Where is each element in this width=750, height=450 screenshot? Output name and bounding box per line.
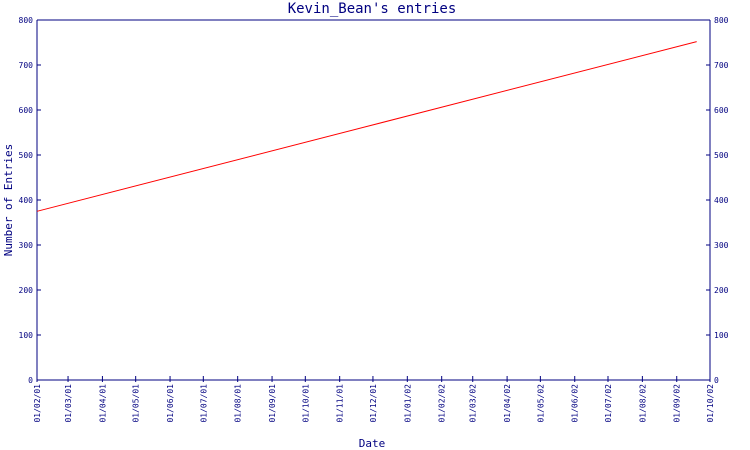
y-tick-label-left: 0 xyxy=(28,376,33,385)
x-tick-label: 01/02/02 xyxy=(438,384,447,423)
x-tick-label: 01/04/01 xyxy=(98,384,107,423)
x-tick-label: 01/06/02 xyxy=(571,384,580,423)
x-tick-label: 01/03/02 xyxy=(469,384,478,423)
y-tick-label-right: 200 xyxy=(714,286,729,295)
y-tick-label-left: 400 xyxy=(19,196,34,205)
y-tick-label-right: 500 xyxy=(714,151,729,160)
x-tick-label: 01/08/01 xyxy=(234,384,243,423)
x-axis-label: Date xyxy=(359,437,386,450)
x-tick-label: 01/05/02 xyxy=(536,384,545,423)
x-tick-label: 01/06/01 xyxy=(166,384,175,423)
y-ticks-right: 0 100 200 300 400 500 600 700 800 xyxy=(706,16,729,385)
y-tick-label-left: 500 xyxy=(19,151,34,160)
x-tick-label: 01/08/02 xyxy=(638,384,647,423)
x-tick-label: 01/05/01 xyxy=(132,384,141,423)
axes xyxy=(36,19,711,381)
y-tick-label-right: 800 xyxy=(714,16,729,25)
y-tick-label-left: 600 xyxy=(19,106,34,115)
y-tick-label-right: 300 xyxy=(714,241,729,250)
x-ticks: 01/02/01 01/03/01 01/04/01 01/05/01 01/06/01… xyxy=(33,376,715,423)
y-tick-label-left: 100 xyxy=(19,331,34,340)
y-axis-label: Number of Entries xyxy=(2,144,15,257)
y-tick-label-right: 100 xyxy=(714,331,729,340)
chart-title: Kevin_Bean's entries xyxy=(288,1,457,17)
x-tick-label: 01/10/02 xyxy=(706,384,715,423)
x-tick-label: 01/12/01 xyxy=(369,384,378,423)
y-tick-label-right: 0 xyxy=(714,376,719,385)
y-tick-label-right: 700 xyxy=(714,61,729,70)
x-tick-label: 01/07/01 xyxy=(199,384,208,423)
x-tick-label: 01/02/01 xyxy=(33,384,42,423)
y-tick-label-left: 300 xyxy=(19,241,34,250)
y-tick-label-right: 400 xyxy=(714,196,729,205)
x-tick-label: 01/10/01 xyxy=(301,384,310,423)
x-tick-label: 01/09/01 xyxy=(268,384,277,423)
series-line-0 xyxy=(36,41,697,212)
x-tick-label: 01/03/01 xyxy=(64,384,73,423)
y-tick-label-left: 700 xyxy=(19,61,34,70)
series-layer xyxy=(36,41,697,212)
x-tick-label: 01/07/02 xyxy=(604,384,613,423)
x-tick-label: 01/04/02 xyxy=(503,384,512,423)
x-tick-label: 01/01/02 xyxy=(403,384,412,423)
x-tick-label: 01/11/01 xyxy=(336,384,345,423)
y-ticks-left: 0 100 200 300 400 500 600 700 800 xyxy=(19,16,41,385)
y-tick-label-left: 800 xyxy=(19,16,34,25)
y-tick-label-right: 600 xyxy=(714,106,729,115)
x-tick-label: 01/09/02 xyxy=(673,384,682,423)
y-tick-label-left: 200 xyxy=(19,286,34,295)
